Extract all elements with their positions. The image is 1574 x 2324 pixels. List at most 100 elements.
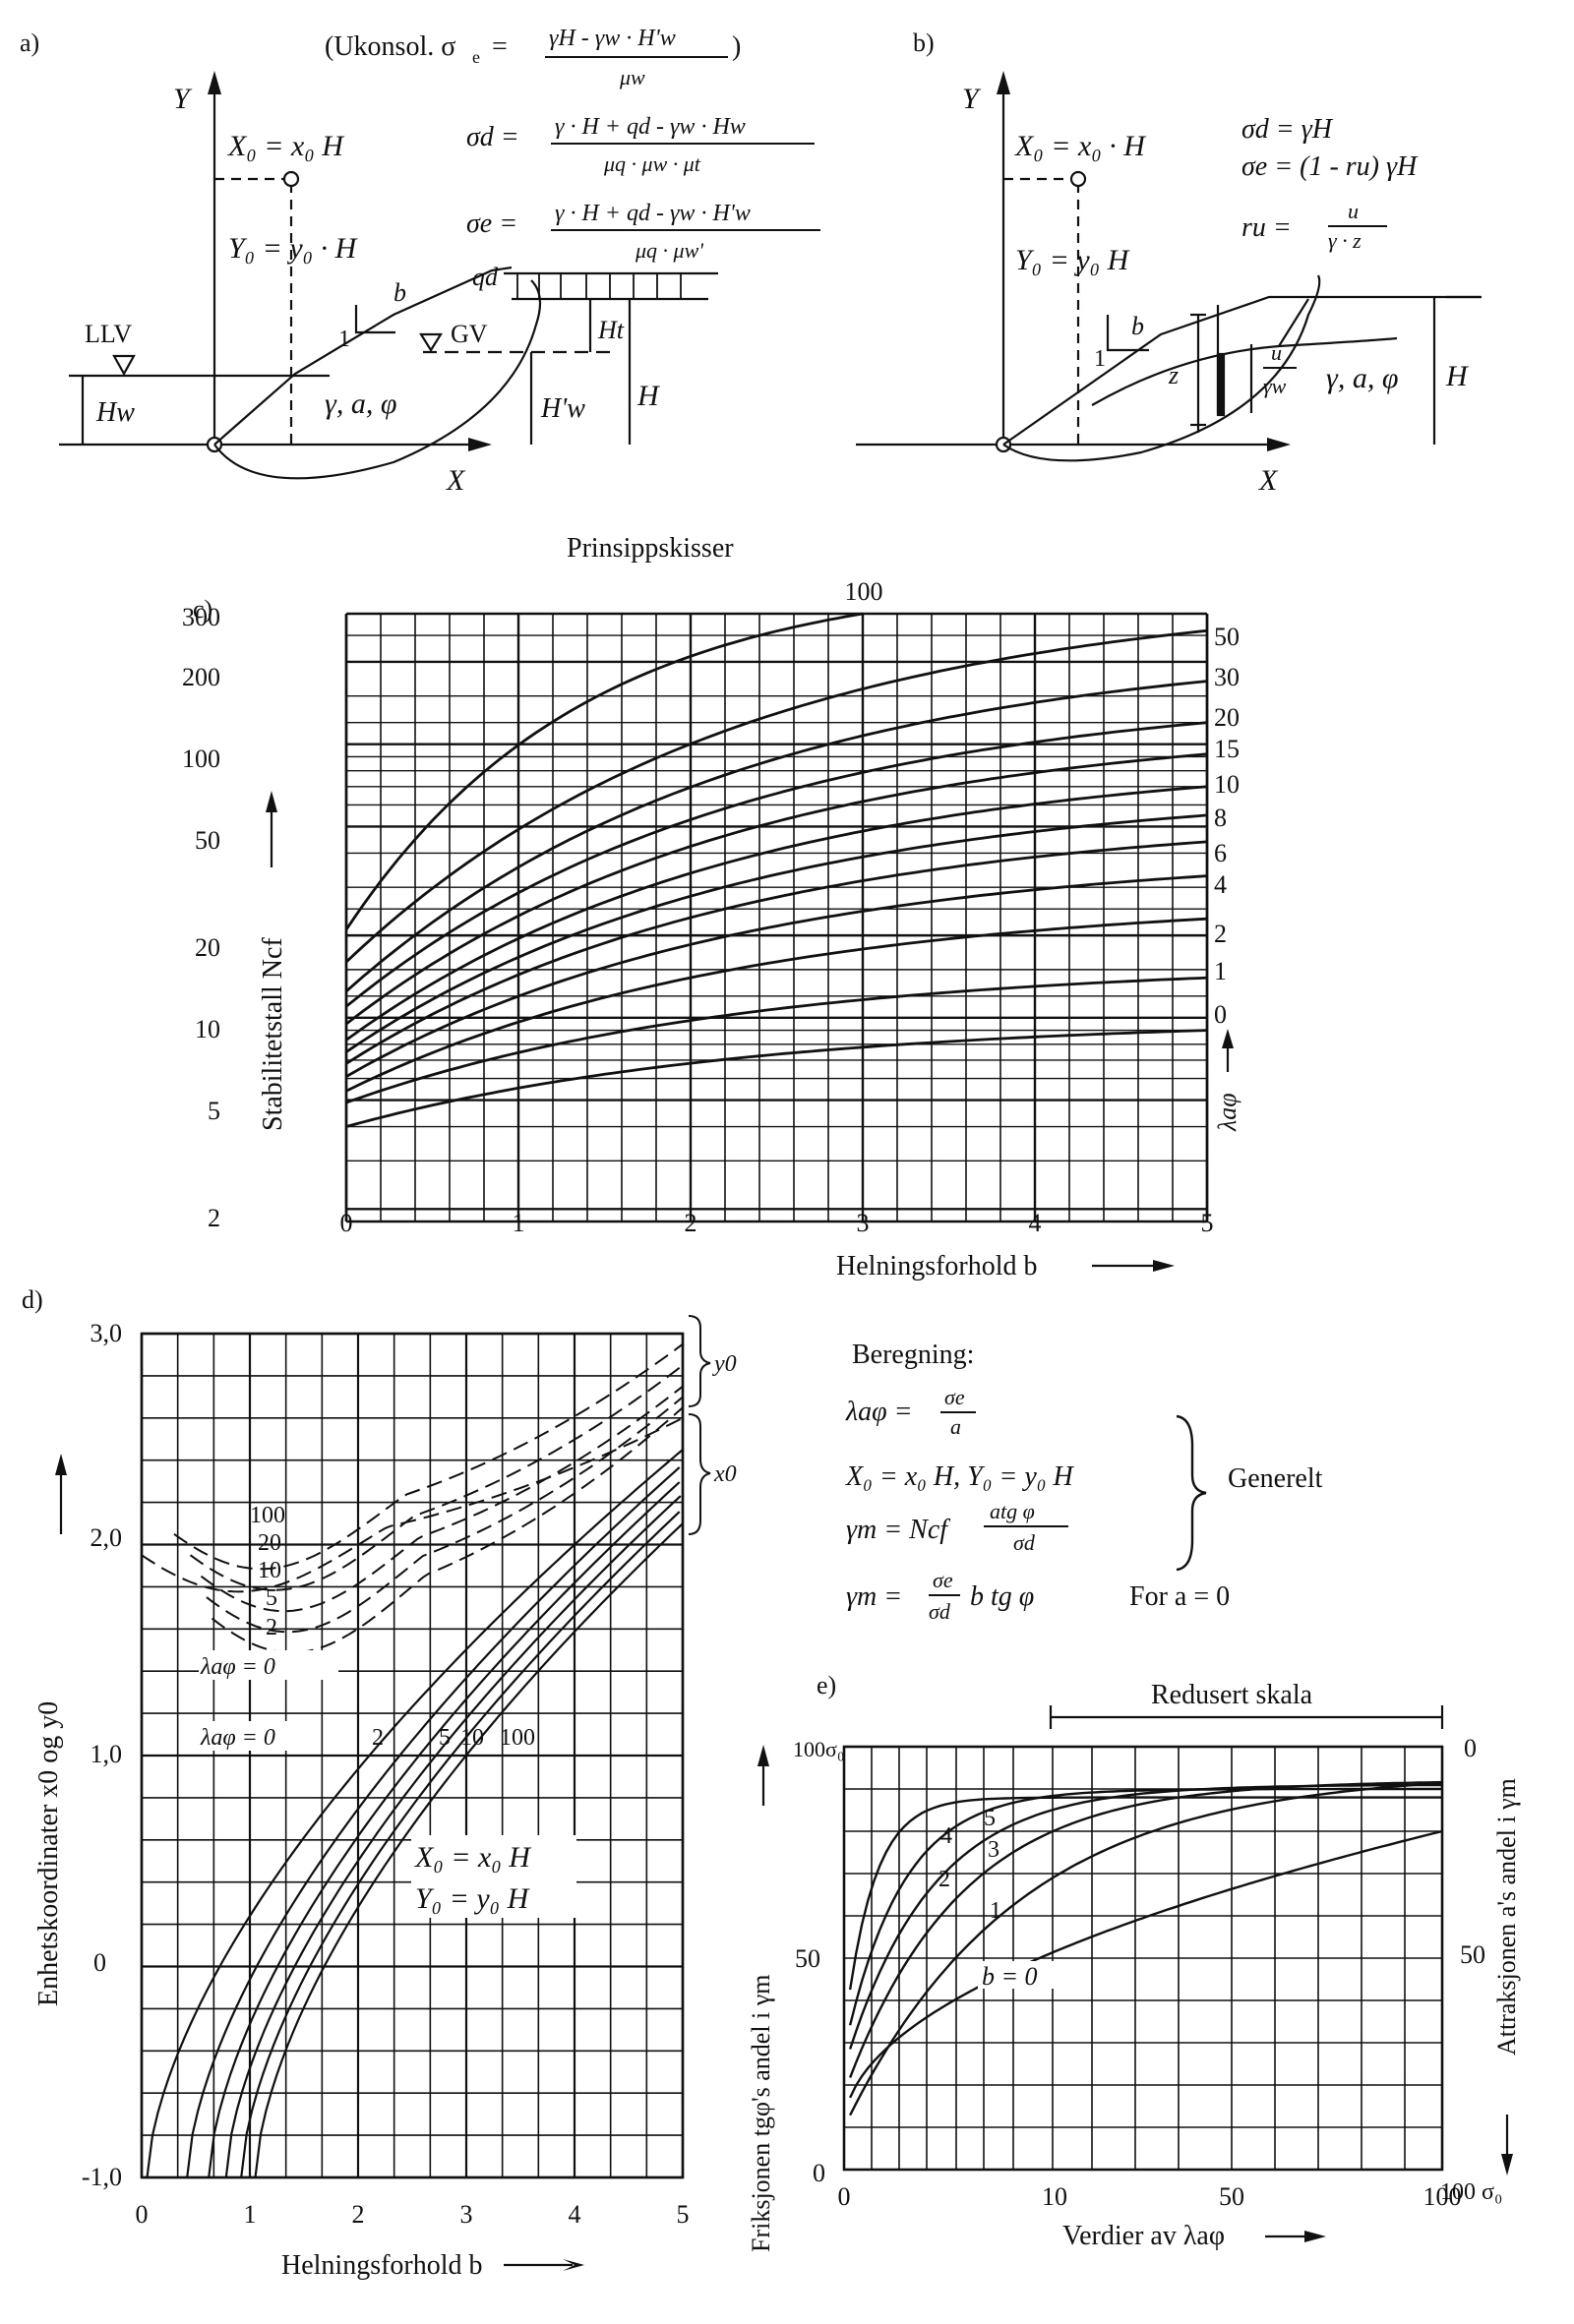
sigma-e-lhs-a: σe = (466, 209, 517, 239)
h-label-b: H (1445, 360, 1470, 392)
hw-label: Hw (95, 397, 135, 428)
y0-curve-label: 10 (258, 1558, 281, 1583)
chart-c-curve-label: 15 (1214, 735, 1240, 763)
chart-e-right-tick: 50 (1460, 1940, 1485, 1969)
chart-c-curve-label: 10 (1214, 770, 1240, 799)
chart-c-curve (345, 680, 1208, 992)
sketch-a: a) Y X (20, 29, 718, 497)
ru-denominator: γ · z (1328, 228, 1362, 253)
u-numerator: u (1271, 340, 1282, 365)
ukonsol-sub: e (472, 47, 480, 67)
ukonsol-prefix: (Ukonsol. σ (325, 31, 455, 62)
h-label-a: H (636, 380, 661, 412)
x0-curve-label: 100 (500, 1725, 535, 1751)
slope-one-label-a: 1 (338, 327, 350, 352)
sketch-a-y0-def: Y₀ = y₀ · H (228, 232, 359, 265)
chart-e-curve-label: b = 0 (982, 1962, 1038, 1991)
chart-d-y0-curve (200, 1385, 684, 1613)
soil-params-b: γ, a, φ (1326, 362, 1398, 394)
chart-c-curve-label: 20 (1214, 703, 1240, 732)
calc-for-a0: For a = 0 (1129, 1581, 1230, 1612)
chart-e-left-label: Friksjonen tgφ's andel i γm (747, 1975, 775, 2253)
svg-text:): ) (732, 31, 741, 62)
x0-lambda-zero-label: λaφ = 0 (200, 1725, 275, 1751)
calc-gamma2-denominator: σd (929, 1599, 951, 1624)
chart-c-x-label: Helningsforhold b (836, 1251, 1038, 1281)
ru-lhs: ru = (1241, 212, 1292, 243)
chart-c-y-tick: 10 (195, 1015, 220, 1043)
sigma-d-lhs-a: σd = (466, 122, 519, 152)
chart-c-text: 300 200 100 50 20 10 5 2 0 1 2 3 4 5 Hel… (182, 577, 1241, 1281)
ht-label: Ht (597, 316, 625, 344)
chart-d-y0-curve (211, 1406, 684, 1654)
chart-d-y0-curve (141, 1416, 684, 1593)
chart-c-x-tick: 0 (340, 1209, 353, 1237)
chart-c-curve (345, 874, 1208, 1078)
calculation-block: Beregning: λaφ = σe a X₀ = x₀ H, Y₀ = y₀… (845, 1340, 1323, 1624)
calc-gamma2-tail: b tg φ (970, 1581, 1034, 1612)
chart-c-curve-label: 1 (1214, 957, 1227, 985)
y0-curve-label: 20 (258, 1530, 281, 1556)
slope-b-label-a: b (394, 278, 406, 307)
ukonsol-denominator: μw (619, 65, 645, 89)
sketch-a-text: X₀ = x₀ H Y₀ = y₀ · H (Ukonsol. σ e = γH… (85, 26, 820, 428)
chart-d-x0-curve (146, 1449, 684, 2178)
chart-c-curve (344, 612, 864, 930)
chart-c-curve-label: 4 (1214, 870, 1227, 899)
calc-gamma2-numerator: σe (933, 1568, 953, 1592)
chart-c-curve (345, 840, 1208, 1065)
x0-curve-label: 5 (439, 1725, 451, 1751)
chart-d-def-y0: Y₀ = y₀ H (415, 1882, 531, 1915)
chart-c-x-tick: 5 (1201, 1209, 1214, 1237)
chart-d-y0-curve (206, 1396, 684, 1634)
chart-c-curve (345, 628, 1208, 964)
chart-d-x-tick: 0 (136, 2200, 149, 2229)
sketch-a-y-axis-label: Y (173, 83, 193, 115)
chart-c-lambda-label: λaφ (1213, 1093, 1241, 1132)
u-denominator: γw (1263, 374, 1287, 398)
panel-label-c: c) (193, 595, 212, 624)
qd-label: qd (472, 263, 499, 291)
calc-gamma1-lhs: γm = Ncf (846, 1515, 950, 1545)
ukonsol-numerator: γH - γw · H'w (549, 26, 676, 51)
sketch-a-x-axis-label: X (446, 464, 466, 497)
y0-curve-label: 5 (266, 1585, 277, 1611)
sketch-caption: Prinsippskisser (567, 533, 734, 564)
sigma-d-denominator-a: μq · μw · μt (603, 151, 701, 176)
chart-e-frame (842, 1745, 1444, 2172)
chart-c-curve (345, 813, 1208, 1053)
y0-curve-label: 2 (266, 1615, 277, 1640)
chart-d-x0-curve (224, 1495, 682, 2178)
llv-label: LLV (85, 320, 132, 348)
slope-one-label-b: 1 (1094, 346, 1106, 372)
chart-d-y-tick: 3,0 (91, 1319, 123, 1347)
chart-e-curve (848, 1780, 1443, 2078)
panel-label-e: e) (817, 1671, 836, 1699)
chart-c-curve-label: 100 (845, 577, 883, 606)
sketch-a-x0-def: X₀ = x₀ H (227, 130, 345, 162)
sigma-e-b: σe = (1 - ru) γH (1241, 151, 1419, 182)
chart-d-x-tick: 3 (460, 2200, 473, 2229)
chart-c-curve (345, 917, 1208, 1093)
sketch-b: b) Y X (856, 29, 1482, 497)
chart-e-curve-label: 5 (984, 1806, 996, 1831)
slope-b-label-b: b (1131, 312, 1144, 340)
chart-d-y-tick: 2,0 (91, 1523, 123, 1552)
chart-c-curve-label: 50 (1214, 623, 1240, 651)
chart-c-y-tick: 200 (182, 663, 220, 691)
hw-prime-label: H'w (540, 393, 585, 424)
chart-e-right-tick: 100 σ₀ (1440, 2179, 1502, 2205)
soil-params-a: γ, a, φ (325, 387, 396, 420)
chart-e-friction-share (842, 1745, 1444, 2172)
z-label: z (1168, 361, 1179, 389)
chart-e-curve (849, 1829, 1443, 2099)
chart-e-curve-label: 3 (988, 1837, 999, 1863)
chart-e-x-label: Verdier av λaφ (1062, 2221, 1225, 2251)
chart-d-def-x0: X₀ = x₀ H (414, 1841, 532, 1874)
sketch-b-x0-def: X₀ = x₀ · H (1014, 130, 1147, 162)
panel-label-b: b) (913, 29, 935, 57)
sketch-b-x-axis-label: X (1258, 464, 1279, 497)
sigma-d-b: σd = γH (1241, 114, 1334, 145)
chart-c-stability-number (344, 612, 1209, 1223)
